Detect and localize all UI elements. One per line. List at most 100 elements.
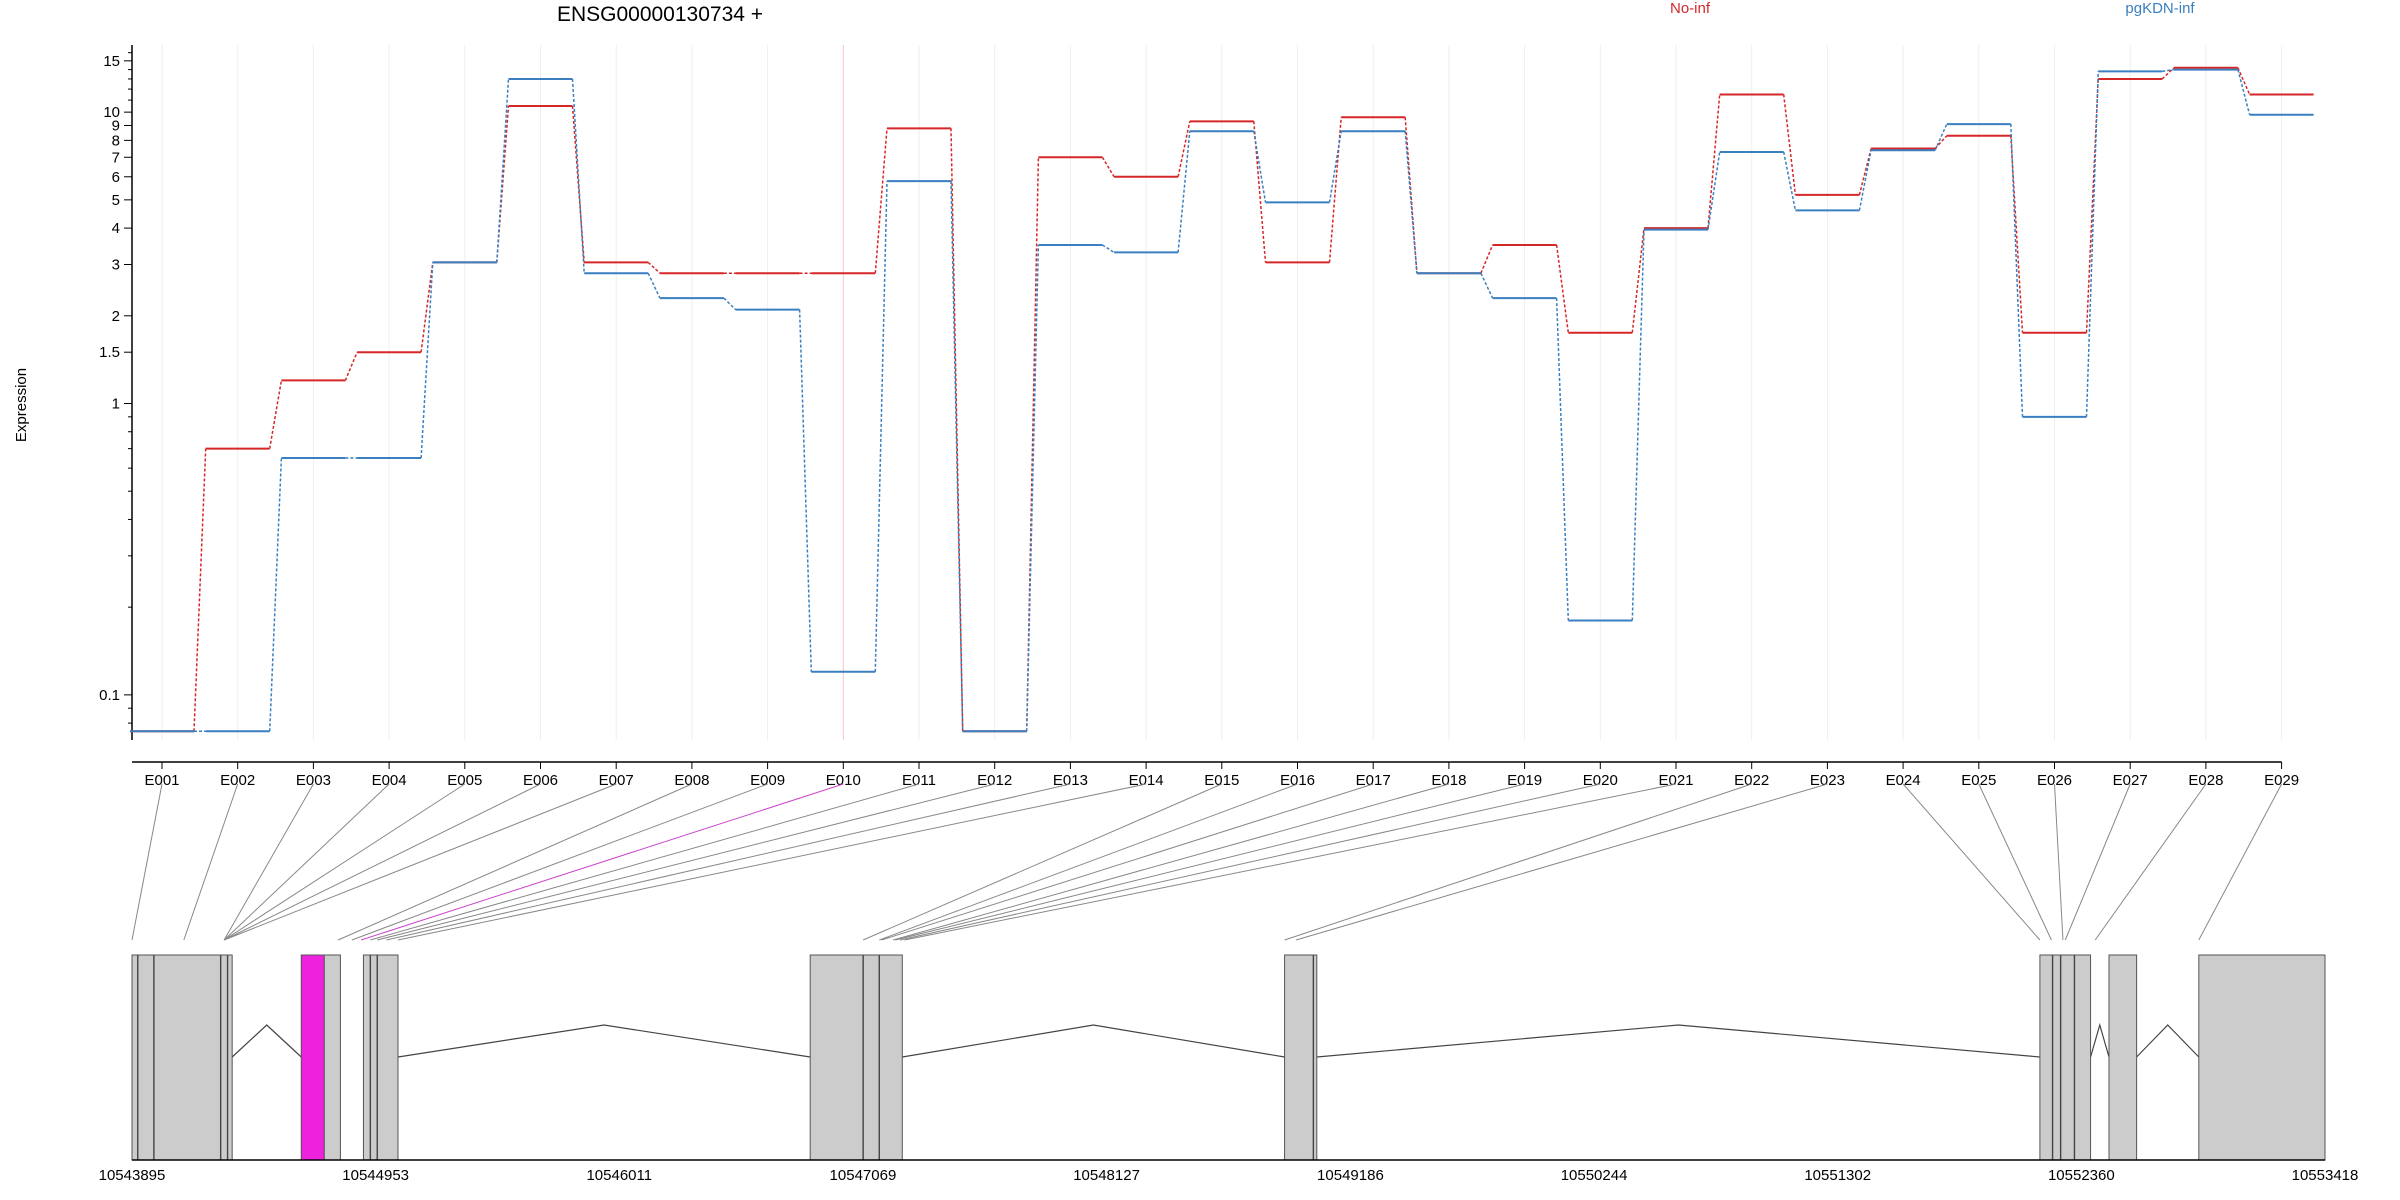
- x-tick-label-e010: E010: [826, 772, 861, 789]
- x-tick-label-e006: E006: [523, 772, 558, 789]
- x-tick-label-e007: E007: [599, 772, 634, 789]
- connector-e007: [223, 783, 617, 941]
- legend-entry-pgkdn-inf: pgKDN-inf: [2125, 0, 2195, 17]
- x-tick-label-e028: E028: [2188, 772, 2223, 789]
- series-pgkdn-inf-link: [1858, 150, 1872, 211]
- x-tick-label-e029: E029: [2264, 772, 2299, 789]
- series-pgkdn-inf-link: [1328, 131, 1342, 203]
- connector-e018: [892, 783, 1450, 941]
- exon-block: [1284, 954, 1318, 1161]
- connector-e014: [397, 783, 1147, 941]
- exon-block: [2108, 954, 2138, 1161]
- exon-block: [131, 954, 233, 1161]
- series-pgkdn-inf-link: [723, 297, 737, 311]
- series-no-inf-link: [1480, 244, 1494, 274]
- series-pgkdn-inf-link: [420, 262, 434, 459]
- y-tick-label: 1: [112, 396, 120, 413]
- vertical-gridlines: [161, 45, 2283, 740]
- x-tick-label-e026: E026: [2037, 772, 2072, 789]
- coordinate-tick-label: 10547069: [830, 1167, 897, 1184]
- series-pgkdn-inf-link: [2162, 68, 2175, 73]
- intron-line: [2089, 1022, 2110, 1058]
- connector-e028: [2094, 783, 2207, 941]
- exon-block: [323, 954, 341, 1161]
- series-pgkdn-inf-link: [1253, 131, 1267, 203]
- exon-block: [2039, 954, 2092, 1161]
- series-no-inf-link: [1101, 156, 1115, 178]
- series-pgkdn-inf-link: [1177, 131, 1191, 253]
- intron-line: [397, 1024, 811, 1058]
- series-pgkdn-inf-link: [798, 309, 813, 672]
- x-tick-label-e013: E013: [1053, 772, 1088, 789]
- exon-connectors: [131, 783, 2283, 941]
- connector-e011: [370, 783, 920, 941]
- coordinate-tick-label: 10553418: [2292, 1167, 2359, 1184]
- series-no-inf-link: [1253, 121, 1267, 263]
- series-pgkdn-inf-link: [950, 181, 964, 732]
- coordinate-tick-label: 10546011: [586, 1167, 652, 1184]
- connector-e005: [223, 783, 466, 941]
- x-tick-label-e003: E003: [296, 772, 331, 789]
- gene-model: 10543895 10544953 10546011 10547069 10548127…: [99, 954, 2359, 1184]
- coordinate-tick-label: 10551302: [1804, 1167, 1871, 1184]
- exon-block: [809, 954, 903, 1161]
- series-pgkdn-inf-link: [1631, 229, 1645, 621]
- exon-block: [362, 954, 399, 1161]
- x-tick-label-e024: E024: [1886, 772, 1921, 789]
- series-pgkdn-inf-link: [2237, 69, 2251, 115]
- x-tick-label-e023: E023: [1810, 772, 1845, 789]
- connector-e020: [899, 783, 1601, 941]
- connector-e001: [131, 783, 163, 941]
- series-pgkdn-inf-link: [2010, 124, 2024, 417]
- series-lines: [130, 66, 2314, 733]
- x-tick-label-e005: E005: [447, 772, 482, 789]
- legend-entry-no-inf: No-inf: [1670, 0, 1711, 17]
- connector-e003: [223, 783, 314, 941]
- x-tick-label-e017: E017: [1356, 772, 1391, 789]
- y-tick-label: 15: [103, 53, 120, 70]
- y-tick-label: 8: [112, 132, 120, 149]
- y-tick-label: 4: [112, 220, 120, 237]
- series-pgkdn-inf-link: [496, 78, 510, 263]
- series-no-inf-link: [420, 262, 434, 353]
- connector-e010: [360, 783, 844, 941]
- series-pgkdn-inf-link: [1707, 151, 1721, 230]
- series-pgkdn-inf-link: [1555, 298, 1570, 621]
- y-tick-label: 1.5: [99, 344, 120, 361]
- x-tick-label-e001: E001: [144, 772, 179, 789]
- x-tick-label-e018: E018: [1431, 772, 1466, 789]
- connector-e004: [223, 783, 390, 941]
- series-pgkdn-inf-link: [268, 457, 283, 732]
- connector-e017: [881, 783, 1374, 941]
- coordinate-tick-label: 10550244: [1561, 1167, 1628, 1184]
- series-no-inf-link: [647, 261, 661, 274]
- x-tick-label-e016: E016: [1280, 772, 1315, 789]
- series-no-inf-link: [193, 448, 207, 732]
- x-tick-label-e008: E008: [674, 772, 709, 789]
- series-no-inf-link: [2010, 135, 2024, 333]
- series-no-inf-link: [496, 105, 510, 263]
- y-tick-label: 6: [112, 169, 120, 186]
- series-no-inf-link: [1404, 117, 1418, 274]
- coordinate-tick-label: 10549186: [1317, 1167, 1384, 1184]
- x-tick-label-e002: E002: [220, 772, 255, 789]
- series-no-inf-link: [1934, 135, 1948, 150]
- x-tick-label-e009: E009: [750, 772, 785, 789]
- intron-line: [1316, 1024, 2040, 1058]
- coordinate-tick-label: 10543895: [99, 1167, 166, 1184]
- series-no-inf-link: [1782, 94, 1797, 195]
- y-axis-label: Expression: [13, 368, 30, 442]
- y-tick-label: 10: [103, 104, 120, 121]
- x-tick-label-e019: E019: [1507, 772, 1542, 789]
- series-pgkdn-inf-link: [874, 181, 888, 672]
- connector-e029: [2198, 783, 2283, 941]
- exon-block: [2198, 954, 2326, 1161]
- x-tick-label-e012: E012: [977, 772, 1012, 789]
- series-no-inf-link: [2161, 67, 2175, 80]
- connector-e021: [904, 783, 1677, 941]
- y-tick-label: 3: [112, 256, 120, 273]
- series-pgkdn-inf-link: [1480, 272, 1494, 299]
- connector-e006: [223, 783, 541, 941]
